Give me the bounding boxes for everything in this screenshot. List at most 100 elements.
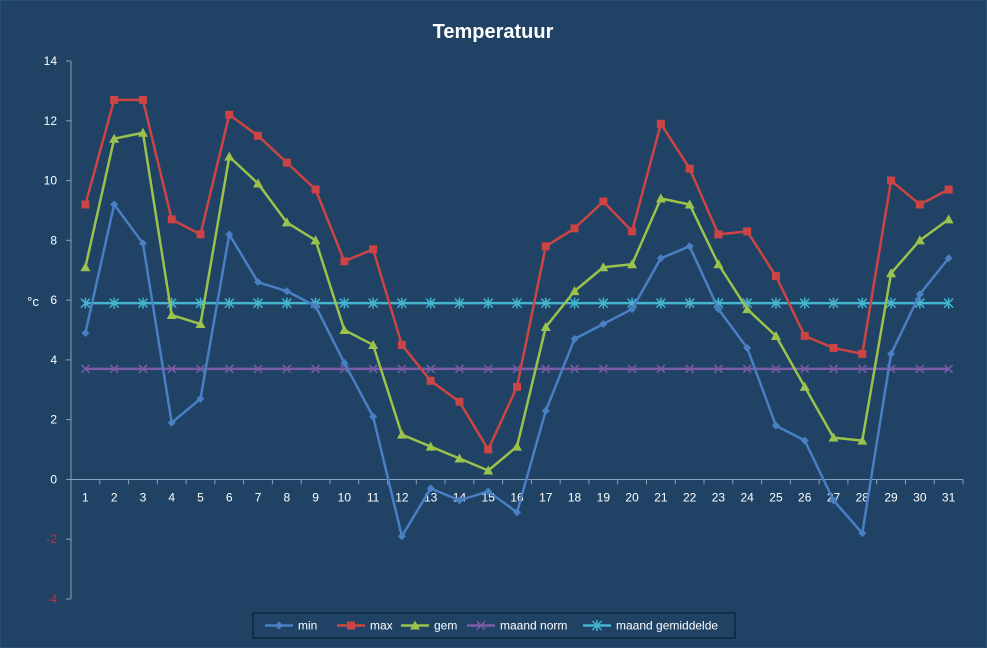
y-tick-label: 10 [44, 174, 58, 188]
data-point [944, 364, 954, 374]
data-point [771, 421, 780, 430]
data-point [858, 349, 867, 358]
data-point [829, 343, 838, 352]
data-point [915, 290, 924, 299]
data-point [886, 268, 897, 278]
data-point [282, 158, 291, 167]
data-point [628, 227, 637, 236]
data-point [80, 297, 91, 309]
data-point [943, 297, 954, 309]
data-point [857, 297, 868, 309]
data-point [914, 235, 925, 245]
data-point [598, 364, 608, 374]
data-point [368, 297, 379, 309]
data-point [166, 310, 177, 320]
data-point [627, 259, 638, 269]
data-point [541, 242, 550, 251]
data-point [685, 164, 694, 173]
series-max [81, 95, 953, 454]
data-point [311, 302, 320, 311]
data-point [397, 340, 406, 349]
y-tick-label: 2 [50, 413, 57, 427]
data-point [591, 620, 603, 631]
x-tick-label: 30 [913, 490, 927, 504]
x-tick-label: 24 [741, 490, 755, 504]
legend-label: gem [434, 619, 457, 633]
y-tick-label: 12 [44, 114, 58, 128]
x-tick-label: 2 [111, 490, 118, 504]
x-tick-label: 21 [654, 490, 668, 504]
data-point [454, 364, 464, 374]
data-point [425, 297, 436, 309]
data-point [656, 364, 666, 374]
data-point [281, 217, 292, 227]
legend-box [252, 612, 736, 639]
data-point [684, 199, 695, 209]
data-point [253, 297, 264, 309]
data-point [743, 343, 752, 352]
data-point [311, 364, 321, 374]
data-point [743, 227, 752, 236]
data-point [628, 305, 637, 314]
data-point [455, 397, 464, 406]
data-point [828, 297, 839, 309]
chart-title: Temperatuur [433, 21, 554, 43]
data-point [714, 230, 723, 239]
data-point [340, 358, 349, 367]
data-point [110, 95, 119, 104]
data-point [771, 364, 781, 374]
data-point [685, 242, 694, 251]
data-point [887, 349, 896, 358]
data-point [483, 465, 494, 475]
y-tick-label: 8 [50, 233, 57, 247]
data-point [224, 364, 234, 374]
data-point [224, 297, 235, 309]
x-tick-label: 28 [856, 490, 870, 504]
data-point [137, 127, 148, 137]
data-point [656, 254, 665, 263]
data-point [195, 364, 206, 374]
y-tick-label: 4 [50, 353, 57, 367]
data-point [483, 297, 494, 309]
data-point [513, 382, 521, 391]
data-point [253, 364, 263, 374]
plot-series [80, 95, 954, 541]
data-point [771, 272, 780, 281]
data-point [426, 376, 435, 385]
data-point [167, 418, 176, 427]
data-point [944, 254, 953, 263]
data-point [828, 432, 839, 442]
data-point [742, 364, 752, 374]
data-point [397, 364, 407, 374]
x-tick-label: 11 [367, 490, 380, 504]
data-point [540, 322, 551, 332]
data-point [512, 441, 522, 451]
x-tick-label: 6 [226, 490, 233, 504]
data-point [281, 297, 292, 309]
data-point [196, 394, 205, 403]
data-point [800, 331, 809, 340]
legend-label: maand norm [500, 619, 567, 633]
data-point [858, 529, 867, 538]
data-point [857, 435, 868, 445]
data-point [368, 364, 378, 374]
data-point [369, 412, 378, 421]
data-point [770, 297, 781, 309]
x-tick-label: 22 [683, 490, 697, 504]
data-point [425, 441, 436, 451]
x-tick-label: 4 [168, 490, 175, 504]
data-point [369, 245, 378, 254]
data-point [137, 297, 148, 309]
data-point [81, 328, 90, 337]
x-tick-label: 23 [712, 490, 726, 504]
data-point [167, 364, 177, 374]
data-point [80, 262, 91, 272]
data-point [396, 297, 407, 309]
data-point [476, 620, 486, 631]
data-point [368, 339, 379, 349]
data-point [225, 110, 234, 119]
data-point [829, 496, 838, 505]
data-point [828, 364, 839, 374]
data-point [799, 297, 810, 309]
